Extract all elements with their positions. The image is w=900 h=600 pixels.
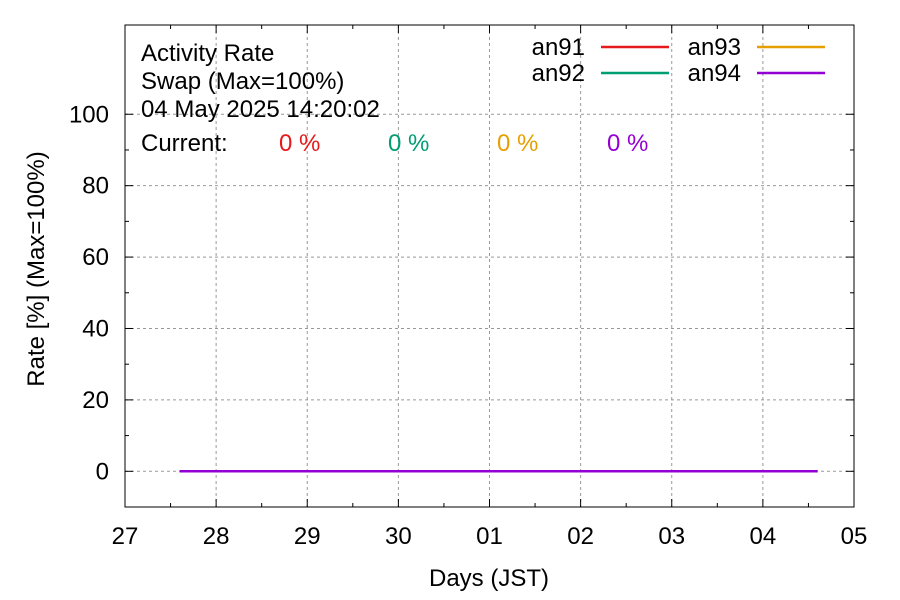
y-axis-label: Rate [%] (Max=100%) — [23, 151, 50, 386]
x-tick-label-4: 01 — [476, 523, 503, 550]
y-tick-label-80: 80 — [82, 173, 109, 200]
grid — [125, 25, 854, 507]
legend-label-an93: an93 — [688, 34, 741, 61]
y-tick-label-60: 60 — [82, 244, 109, 271]
x-tick-label-0: 27 — [112, 523, 139, 550]
y-tick-label-40: 40 — [82, 315, 109, 342]
title-block: Activity Rate Swap (Max=100%) 04 May 202… — [141, 40, 380, 157]
x-tick-label-8: 05 — [841, 523, 868, 550]
current-label: Current: — [141, 130, 228, 157]
current-value-an93: 0 % — [497, 130, 538, 157]
x-tick-label-3: 30 — [385, 523, 412, 550]
x-tick-label-7: 04 — [750, 523, 777, 550]
y-tick-label-0: 0 — [96, 458, 109, 485]
x-tick-label-1: 28 — [203, 523, 230, 550]
y-tick-label-100: 100 — [69, 101, 109, 128]
legend-label-an94: an94 — [688, 60, 741, 87]
x-tick-label-6: 03 — [658, 523, 685, 550]
x-axis-label: Days (JST) — [429, 565, 549, 592]
chart-title-line-1: Activity Rate — [141, 40, 274, 67]
y-tick-label-20: 20 — [82, 387, 109, 414]
current-value-an94: 0 % — [607, 130, 648, 157]
x-axis: 27 28 29 30 01 02 03 04 05 — [112, 25, 868, 550]
chart-title-line-3: 04 May 2025 14:20:02 — [141, 96, 380, 123]
y-axis: 0 20 40 60 80 100 — [69, 101, 854, 508]
current-value-an92: 0 % — [388, 130, 429, 157]
current-value-an91: 0 % — [279, 130, 320, 157]
current-values: 0 % 0 % 0 % 0 % — [279, 130, 648, 157]
legend-label-an91: an91 — [532, 34, 585, 61]
chart-title-line-2: Swap (Max=100%) — [141, 68, 344, 95]
x-tick-label-2: 29 — [294, 523, 321, 550]
legend-label-an92: an92 — [532, 60, 585, 87]
x-tick-label-5: 02 — [567, 523, 594, 550]
